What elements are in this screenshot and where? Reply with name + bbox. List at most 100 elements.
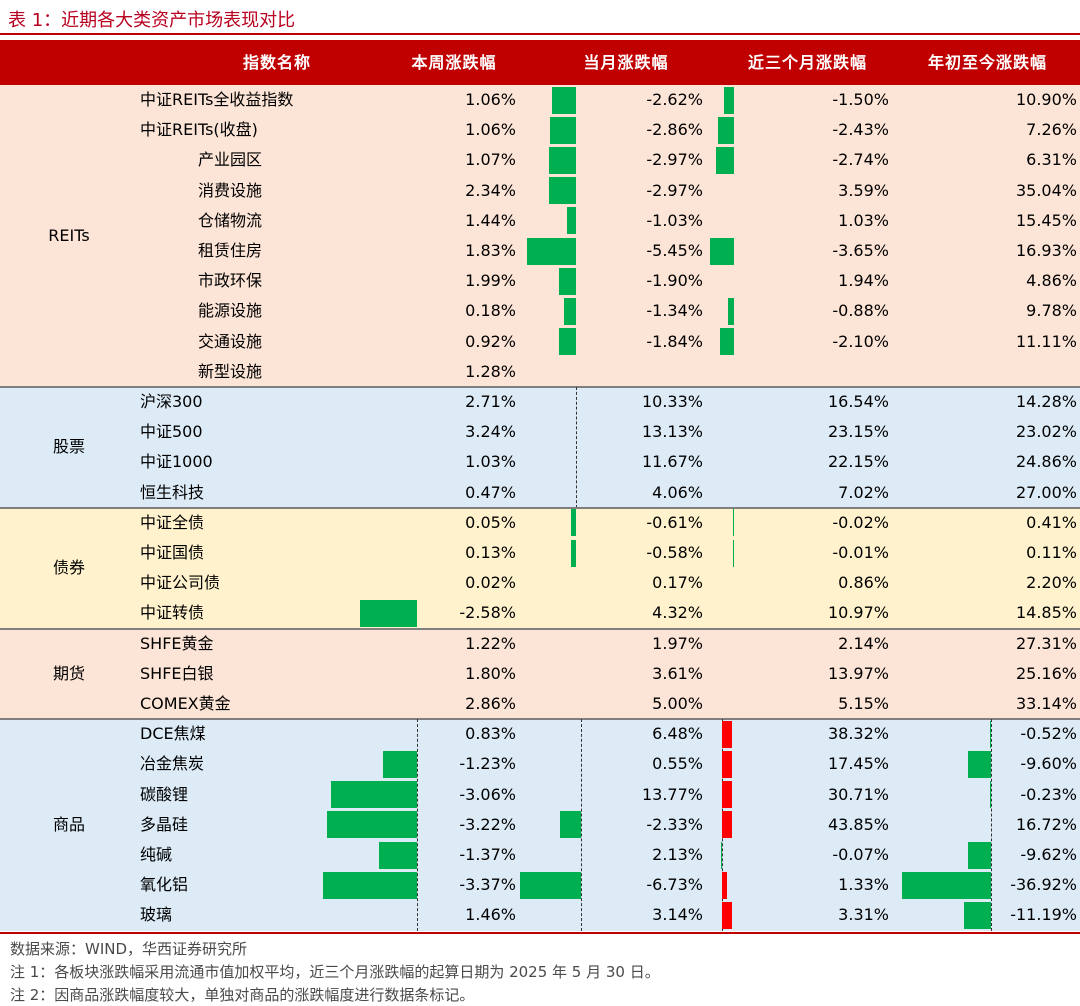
cell-value: 3.61% <box>652 663 703 683</box>
cell-value: 1.06% <box>465 90 516 109</box>
cell-value: 14.28% <box>1015 392 1077 411</box>
cell-value: -0.07% <box>832 845 889 864</box>
cell-value: 38.32% <box>827 724 889 744</box>
cell-value: -1.34% <box>646 301 703 321</box>
bar-negative <box>989 781 991 809</box>
cell-value: 1.83% <box>465 241 516 260</box>
cell-value: 1.80% <box>465 663 516 683</box>
bar-negative <box>717 116 734 144</box>
cell-value: 9.78% <box>1026 301 1077 321</box>
cell-value: 2.20% <box>1026 573 1077 593</box>
cell-value: 33.14% <box>1015 694 1077 713</box>
header-month-change: 当月涨跌幅 <box>583 53 669 72</box>
bar-negative <box>967 841 991 869</box>
cell-value: 1.33% <box>838 875 889 895</box>
cell-value: -2.58% <box>459 603 516 623</box>
cell-value: 2.34% <box>465 180 516 200</box>
row-name: 中证公司债 <box>140 573 221 593</box>
cell-value: 10.33% <box>641 392 703 411</box>
cell-value: 1.44% <box>465 210 516 230</box>
cell-value: 0.41% <box>1026 512 1077 532</box>
cell-value: -1.23% <box>459 754 516 774</box>
row-name: 仓储物流 <box>198 210 263 230</box>
cell-value: 1.97% <box>652 633 703 653</box>
cell-value: 14.85% <box>1015 603 1077 623</box>
cell-value: -5.45% <box>646 241 703 260</box>
bar-negative <box>549 177 576 205</box>
bottom-rule <box>0 932 1080 934</box>
header-three-month-change: 近三个月涨跌幅 <box>747 53 867 72</box>
cell-value: 7.02% <box>838 482 889 502</box>
bar-negative <box>967 750 991 778</box>
cell-value: 16.54% <box>827 392 889 411</box>
cell-value: -1.37% <box>459 845 516 864</box>
cell-value: 1.03% <box>465 452 516 472</box>
row-name: DCE焦煤 <box>140 724 206 744</box>
zero-axis <box>576 387 577 508</box>
row-name: 产业园区 <box>198 150 263 170</box>
bar-positive <box>722 781 732 809</box>
table-title: 表 1：近期各大类资产市场表现对比 <box>8 10 296 31</box>
cell-value: 0.18% <box>465 301 516 321</box>
footnote-2: 注 2：因商品涨跌幅度较大，单独对商品的涨跌幅度进行数据条标记。 <box>10 986 475 1004</box>
group-band <box>0 387 1080 508</box>
cell-value: 16.72% <box>1015 814 1077 834</box>
cell-value: -3.06% <box>459 784 516 804</box>
cell-value: -2.74% <box>832 150 889 170</box>
row-name: 中证转债 <box>140 603 205 623</box>
bar-negative <box>526 237 576 265</box>
cell-value: -2.10% <box>832 331 889 351</box>
cell-value: 1.22% <box>465 633 516 653</box>
group-separator <box>0 627 1080 630</box>
cell-value: 13.77% <box>641 784 703 804</box>
bar-negative <box>728 297 734 325</box>
cell-value: 4.32% <box>652 603 703 623</box>
cell-value: -2.33% <box>646 814 703 834</box>
group-label: 债券 <box>52 558 85 578</box>
group-band <box>0 507 1080 629</box>
row-name: 氧化铝 <box>140 875 189 895</box>
cell-value: 5.00% <box>652 694 703 713</box>
cell-value: 4.06% <box>652 482 703 502</box>
cell-value: 30.71% <box>827 784 889 804</box>
cell-value: -9.60% <box>1020 754 1077 774</box>
row-name: 恒生科技 <box>140 482 205 502</box>
bar-negative <box>964 901 991 929</box>
cell-value: 35.04% <box>1015 180 1077 200</box>
cell-value: 3.59% <box>838 180 889 200</box>
cell-value: 25.16% <box>1015 663 1077 683</box>
header-index-name: 指数名称 <box>242 53 311 72</box>
row-name: 中证500 <box>140 422 203 442</box>
cell-value: 1.06% <box>465 120 516 140</box>
cell-value: 3.31% <box>838 905 889 925</box>
bar-negative <box>550 116 576 144</box>
cell-value: 1.99% <box>465 271 516 291</box>
table-header: 指数名称 本周涨跌幅 当月涨跌幅 近三个月涨跌幅 年初至今涨跌幅 <box>0 40 1080 85</box>
row-name: 冶金焦炭 <box>140 754 205 774</box>
group-label: 股票 <box>52 437 85 457</box>
row-name: 中证全债 <box>140 512 205 532</box>
row-name: 交通设施 <box>198 331 263 351</box>
row-name: 租赁住房 <box>198 241 263 260</box>
cell-value: -11.19% <box>1010 905 1077 925</box>
group-label: 期货 <box>52 663 85 683</box>
bar-negative <box>563 297 576 325</box>
row-name: 碳酸锂 <box>140 784 189 804</box>
cell-value: -2.97% <box>646 180 703 200</box>
cell-value: 0.47% <box>465 482 516 502</box>
header-ytd-change: 年初至今涨跌幅 <box>927 53 1047 72</box>
cell-value: -3.37% <box>459 875 516 895</box>
bar-negative <box>566 207 576 235</box>
row-name: SHFE白银 <box>140 663 214 683</box>
cell-value: -0.58% <box>646 543 703 562</box>
bar-negative <box>520 871 581 899</box>
row-name: 多晶硅 <box>140 814 189 834</box>
row-name: 中证REITs(收盘) <box>140 120 258 140</box>
group-separator <box>0 386 1080 388</box>
zero-axis <box>991 719 992 931</box>
row-name: 中证REITs全收益指数 <box>140 90 294 109</box>
cell-value: -1.03% <box>646 210 703 230</box>
group-label: 商品 <box>52 814 85 834</box>
zero-axis <box>581 719 582 931</box>
cell-value: -2.86% <box>646 120 703 140</box>
